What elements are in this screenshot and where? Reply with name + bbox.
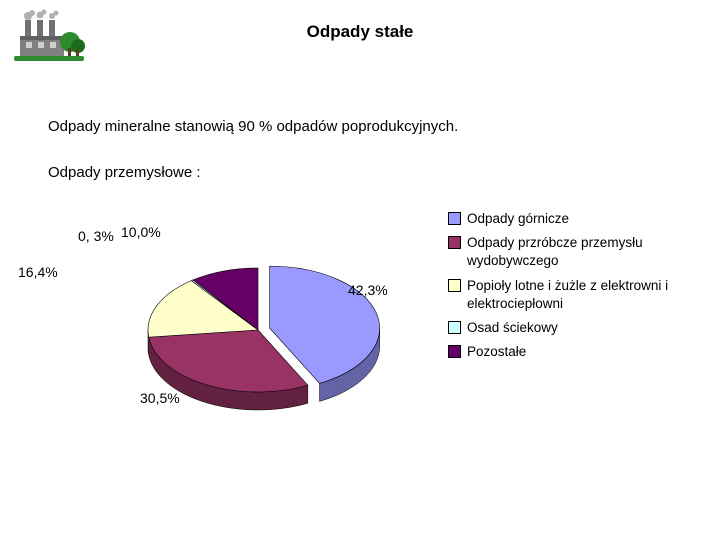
legend-swatch — [448, 279, 461, 292]
header: Odpady stałe — [10, 8, 710, 68]
legend-label: Odpady przróbcze przemysłu wydobywczego — [467, 234, 698, 270]
intro-line-2: Odpady przemysłowe : — [48, 164, 201, 181]
pie-graphic — [128, 240, 388, 445]
legend-item: Popioły lotne i żużle z elektrowni i ele… — [448, 277, 698, 313]
legend-label: Osad ściekowy — [467, 319, 698, 337]
legend-label: Odpady górnicze — [467, 210, 698, 228]
pie-label-0: 42,3% — [348, 282, 388, 298]
legend-item: Osad ściekowy — [448, 319, 698, 337]
legend-swatch — [448, 236, 461, 249]
legend-label: Pozostałe — [467, 343, 698, 361]
pie-label-2: 16,4% — [18, 264, 58, 280]
pie-label-3: 0, 3% — [78, 228, 114, 244]
legend-swatch — [448, 345, 461, 358]
intro-line-1: Odpady mineralne stanowią 90 % odpadów p… — [48, 118, 458, 135]
legend-item: Odpady przróbcze przemysłu wydobywczego — [448, 234, 698, 270]
pie-chart: 42,3% 30,5% 16,4% 0, 3% 10,0% Odpady gór… — [28, 210, 708, 510]
legend-item: Pozostałe — [448, 343, 698, 361]
pie-label-4: 10,0% — [121, 224, 161, 240]
legend-swatch — [448, 321, 461, 334]
legend-item: Odpady górnicze — [448, 210, 698, 228]
legend: Odpady górnicze Odpady przróbcze przemys… — [448, 210, 698, 368]
page-title: Odpady stałe — [10, 22, 710, 42]
pie-label-1: 30,5% — [140, 390, 180, 406]
legend-swatch — [448, 212, 461, 225]
legend-label: Popioły lotne i żużle z elektrowni i ele… — [467, 277, 698, 313]
